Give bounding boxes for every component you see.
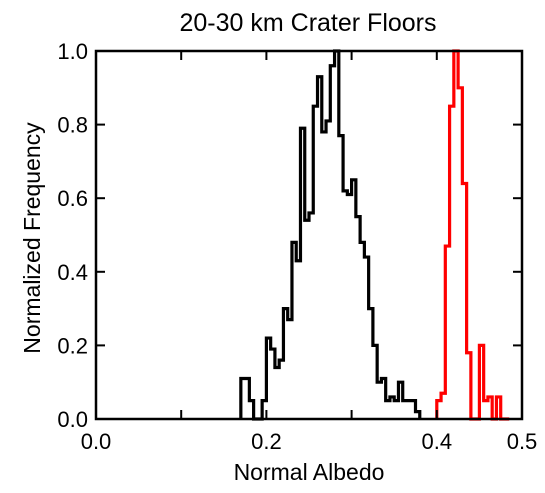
x-tick-label: 0.2 xyxy=(251,429,282,454)
plot-frame xyxy=(94,49,524,421)
y-tick-label: 0.0 xyxy=(57,407,88,432)
y-tick-label: 0.6 xyxy=(57,186,88,211)
y-tick-label: 0.2 xyxy=(57,333,88,358)
x-tick-label: 0.4 xyxy=(422,429,453,454)
ticks-layer: 0.0 0.2 0.4 0.5 0.0 0.2 0.4 0.6 0.8 1.0 xyxy=(57,39,537,454)
x-axis-label: Normal Albedo xyxy=(234,459,385,485)
x-tick-label: 0.5 xyxy=(507,429,538,454)
y-tick-label: 0.4 xyxy=(57,260,88,285)
chart-title: 20-30 km Crater Floors xyxy=(179,9,436,37)
y-tick-label: 0.8 xyxy=(57,113,88,138)
histogram-series-1 xyxy=(239,49,422,421)
histogram-series-2 xyxy=(435,49,510,421)
x-tick-label: 0.0 xyxy=(81,429,112,454)
y-axis-label: Normalized Frequency xyxy=(19,122,45,354)
series-layer xyxy=(239,49,510,421)
y-tick-label: 1.0 xyxy=(57,39,88,64)
